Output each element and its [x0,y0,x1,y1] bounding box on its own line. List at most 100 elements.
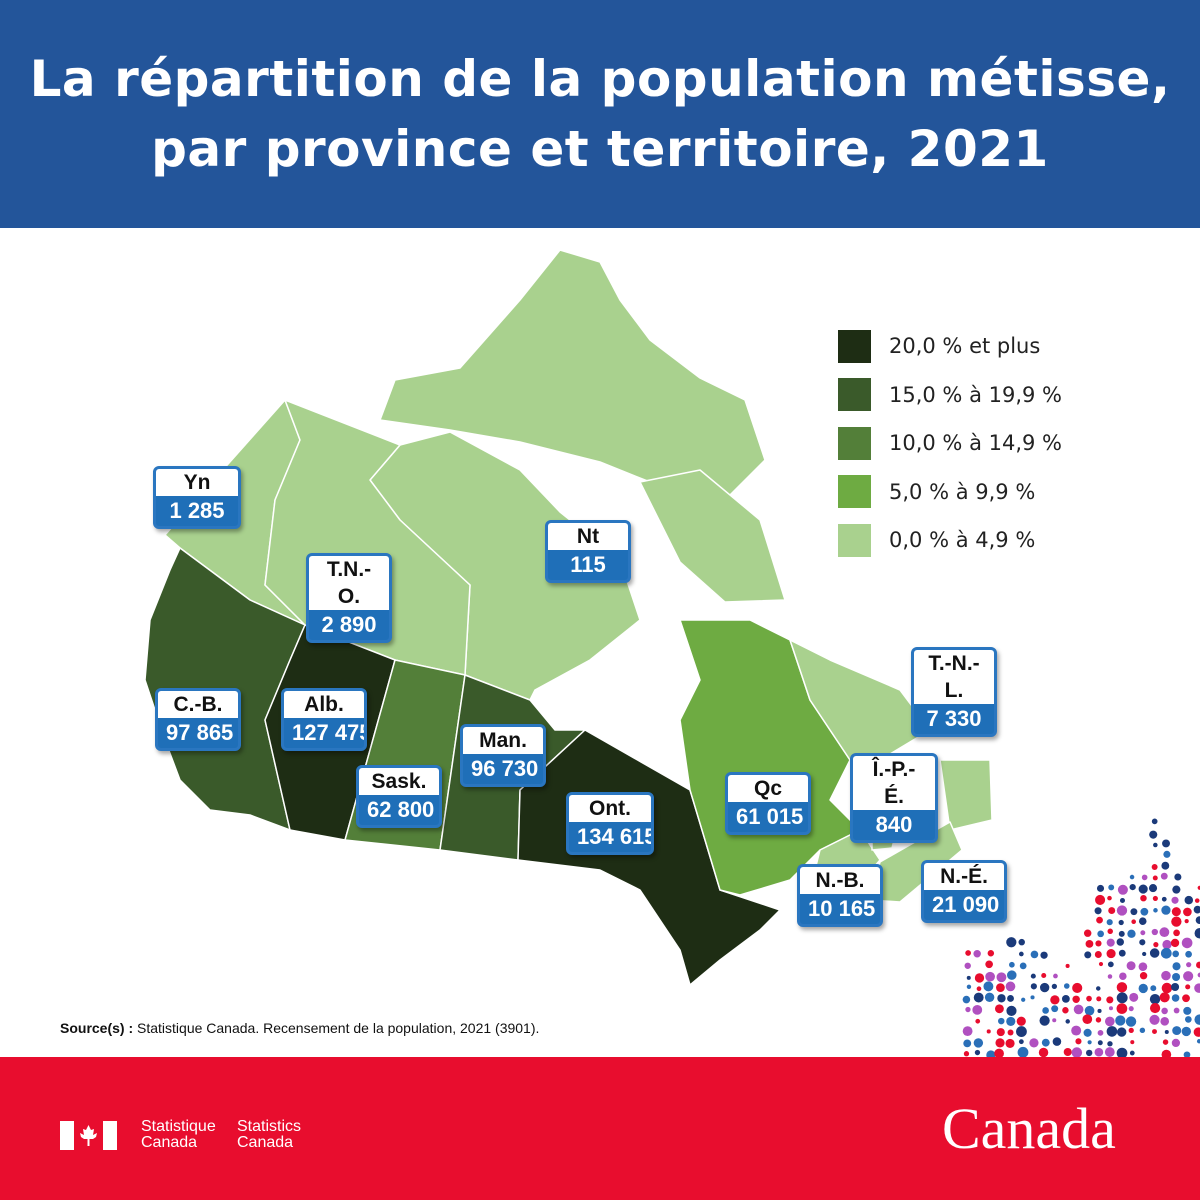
leaf-dot [1161,982,1173,994]
region-abbr: Ont. [569,795,651,822]
statcan-en-line1: Statistics [237,1118,302,1135]
region-value: 2 890 [321,612,377,637]
leaf-dot [1161,1007,1168,1015]
canada-flag-icon [60,1121,117,1150]
leaf-dot [1094,907,1102,915]
leaf-dot [1065,963,1070,968]
leaf-dot [1161,861,1170,870]
legend-swatch [838,523,871,557]
leaf-dot [996,972,1007,983]
source-text: Statistique Canada. Recensement de la po… [133,1020,540,1036]
leaf-dot [1084,951,1092,959]
leaf-dot [1162,839,1170,848]
leaf-dot [966,984,972,989]
leaf-dot [1186,962,1192,968]
leaf-dot [1151,864,1158,870]
leaf-dot [1005,981,1016,992]
leaf-dot [1140,894,1147,902]
leaf-dot [1171,896,1179,904]
leaf-dot [987,950,995,957]
region-abbr: Qc [728,775,808,802]
leaf-dot [1181,937,1193,949]
leaf-dot [1038,1047,1049,1058]
region-abbr: Sask. [359,768,439,795]
label-alberta: Alb. 127 475 [281,688,367,751]
legend-label: 15,0 % à 19,9 % [889,382,1062,407]
leaf-dot [1150,985,1157,992]
region-abbr: Nt [548,523,628,550]
leaf-dot [1116,1003,1128,1014]
leaf-dot [1139,1027,1146,1034]
leaf-dot [1149,1002,1161,1014]
leaf-dot [1041,972,1047,979]
leaf-dot [1030,973,1036,979]
legend-swatch [838,378,871,412]
region-abbr: T.N.-O. [309,556,389,610]
leaf-dot [1131,919,1136,925]
leaf-dot [1117,884,1128,895]
leaf-dot [975,1018,981,1024]
leaf-dot [1083,929,1092,937]
leaf-dot [1107,928,1113,934]
leaf-dot [1127,929,1136,938]
legend-label: 0,0 % à 4,9 % [889,528,1036,553]
leaf-dot [1029,1038,1039,1048]
leaf-dot [1009,961,1015,968]
region-value: 134 615 [577,824,654,849]
leaf-dot [1097,1040,1103,1046]
leaf-dot [1161,905,1171,915]
leaf-dot [974,1049,981,1056]
leaf-dot [1106,938,1115,947]
leaf-dot [1151,928,1159,936]
leaf-dot [1106,1026,1118,1037]
leaf-dot [1107,961,1114,968]
leaf-dot [1116,905,1128,916]
region-abbr: N.-B. [800,867,880,894]
leaf-dot [1194,928,1200,939]
region-abbr: N.-É. [924,863,1004,890]
legend-label: 20,0 % et plus [889,334,1041,359]
leaf-dot [1149,1014,1160,1025]
leaf-dot [1018,938,1025,946]
label-nunavut: Nt 115 [545,520,631,583]
leaf-dot [998,1017,1005,1025]
region-abbr: Alb. [284,691,364,718]
leaf-dot [965,950,971,956]
leaf-dot [1172,972,1181,981]
leaf-dot [1052,1037,1062,1046]
leaf-dot [1153,908,1158,913]
leaf-dot [1118,919,1124,926]
leaf-dot [1075,1038,1082,1045]
leaf-dot [1152,1029,1157,1035]
leaf-dot [1097,1030,1104,1036]
label-pei: Î.-P.-É. 840 [850,753,938,843]
leaf-dot [997,994,1006,1003]
leaf-dot [1171,916,1182,927]
leaf-dot [1193,1027,1200,1037]
leaf-dot [976,986,982,992]
leaf-dot [1171,1038,1181,1048]
leaf-dot [1119,972,1127,980]
leaf-dot [1129,883,1136,891]
legend-item: 10,0 % à 14,9 % [838,419,1062,468]
leaf-dot [1116,938,1124,946]
leaf-dot [1129,992,1139,1002]
leaf-dot [1095,940,1102,947]
leaf-dot [973,1038,984,1048]
region-labrador [789,639,931,761]
leaf-dot [1073,1004,1084,1015]
leaf-dot [1149,830,1158,839]
leaf-dot [964,962,971,969]
title-line-1: La répartition de la population métisse, [29,50,1171,108]
leaf-dot [1148,884,1158,893]
leaf-dot [1138,962,1148,971]
legend-swatch [838,329,871,363]
leaf-dot [1196,961,1200,969]
region-abbr: Î.-P.-É. [853,756,935,810]
leaf-dot [1063,983,1070,989]
leaf-dot [1072,995,1080,1004]
canada-wordmark: Canada [942,1096,1116,1161]
leaf-dot [1082,1014,1093,1025]
region-abbr: Yn [156,469,238,496]
leaf-dot [1115,1015,1126,1026]
